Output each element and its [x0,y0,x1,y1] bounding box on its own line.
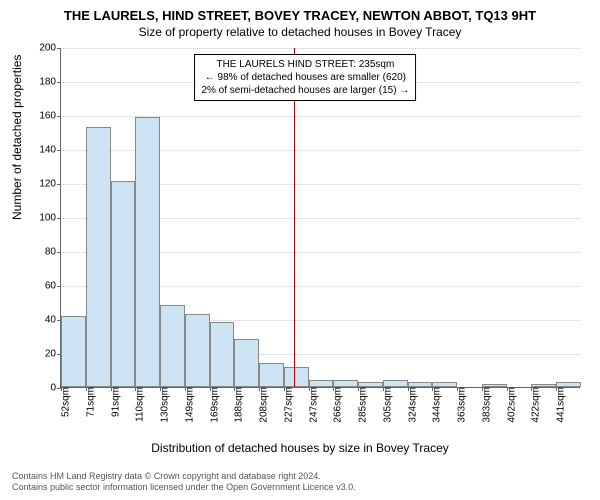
histogram-bar [61,316,86,387]
x-tick-label: 169sqm [207,387,220,423]
histogram-bar [284,367,309,387]
y-tick-label: 200 [39,43,61,54]
x-tick-label: 324sqm [405,387,418,423]
x-tick-label: 441sqm [554,387,567,423]
y-tick-label: 40 [45,315,61,326]
annotation-line2: ← 98% of detached houses are smaller (62… [201,71,409,84]
x-tick-label: 71sqm [83,387,96,417]
x-tick-label: 91sqm [108,387,121,417]
y-tick-label: 160 [39,111,61,122]
y-tick-label: 80 [45,247,61,258]
x-tick-label: 227sqm [281,387,294,423]
x-tick-label: 285sqm [356,387,369,423]
x-tick-label: 110sqm [133,387,146,422]
x-tick-label: 208sqm [257,387,270,423]
chart-title-sub: Size of property relative to detached ho… [0,23,600,39]
x-tick-label: 344sqm [430,387,443,423]
x-axis-label: Distribution of detached houses by size … [0,441,600,455]
x-tick-label: 363sqm [455,387,468,423]
histogram-bar [234,339,259,387]
chart-title-main: THE LAURELS, HIND STREET, BOVEY TRACEY, … [0,0,600,23]
plot-area: 02040608010012014016018020052sqm71sqm91s… [60,48,580,388]
annotation-line1: THE LAURELS HIND STREET: 235sqm [201,58,409,71]
x-tick-label: 247sqm [306,387,319,423]
x-tick-label: 149sqm [182,387,195,423]
x-tick-label: 266sqm [331,387,344,423]
x-tick-label: 422sqm [529,387,542,423]
histogram-bar [185,314,210,387]
y-tick-label: 180 [39,77,61,88]
y-tick-label: 100 [39,213,61,224]
histogram-bar [309,380,334,387]
annotation-line3: 2% of semi-detached houses are larger (1… [201,84,409,97]
histogram-bar [86,127,111,387]
histogram-bar [259,363,284,387]
chart-container: THE LAURELS, HIND STREET, BOVEY TRACEY, … [0,0,600,500]
histogram-bar [383,380,408,387]
y-tick-label: 20 [45,349,61,360]
histogram-bar [111,181,136,387]
x-tick-label: 52sqm [59,387,72,417]
y-tick-label: 60 [45,281,61,292]
histogram-bar [333,380,358,387]
x-tick-label: 383sqm [479,387,492,423]
x-tick-label: 305sqm [380,387,393,423]
footer-line1: Contains HM Land Registry data © Crown c… [12,471,356,483]
histogram-bar [210,322,235,387]
histogram-bar [160,305,185,387]
grid-line [61,48,580,49]
x-tick-label: 402sqm [504,387,517,423]
y-tick-label: 120 [39,179,61,190]
histogram-bar [135,117,160,387]
x-tick-label: 130sqm [158,387,171,423]
footer-line2: Contains public sector information licen… [12,482,356,494]
footer: Contains HM Land Registry data © Crown c… [12,471,356,494]
x-tick-label: 188sqm [232,387,245,423]
y-tick-label: 140 [39,145,61,156]
y-axis-label: Number of detached properties [10,55,24,220]
annotation-box: THE LAURELS HIND STREET: 235sqm ← 98% of… [194,54,416,101]
